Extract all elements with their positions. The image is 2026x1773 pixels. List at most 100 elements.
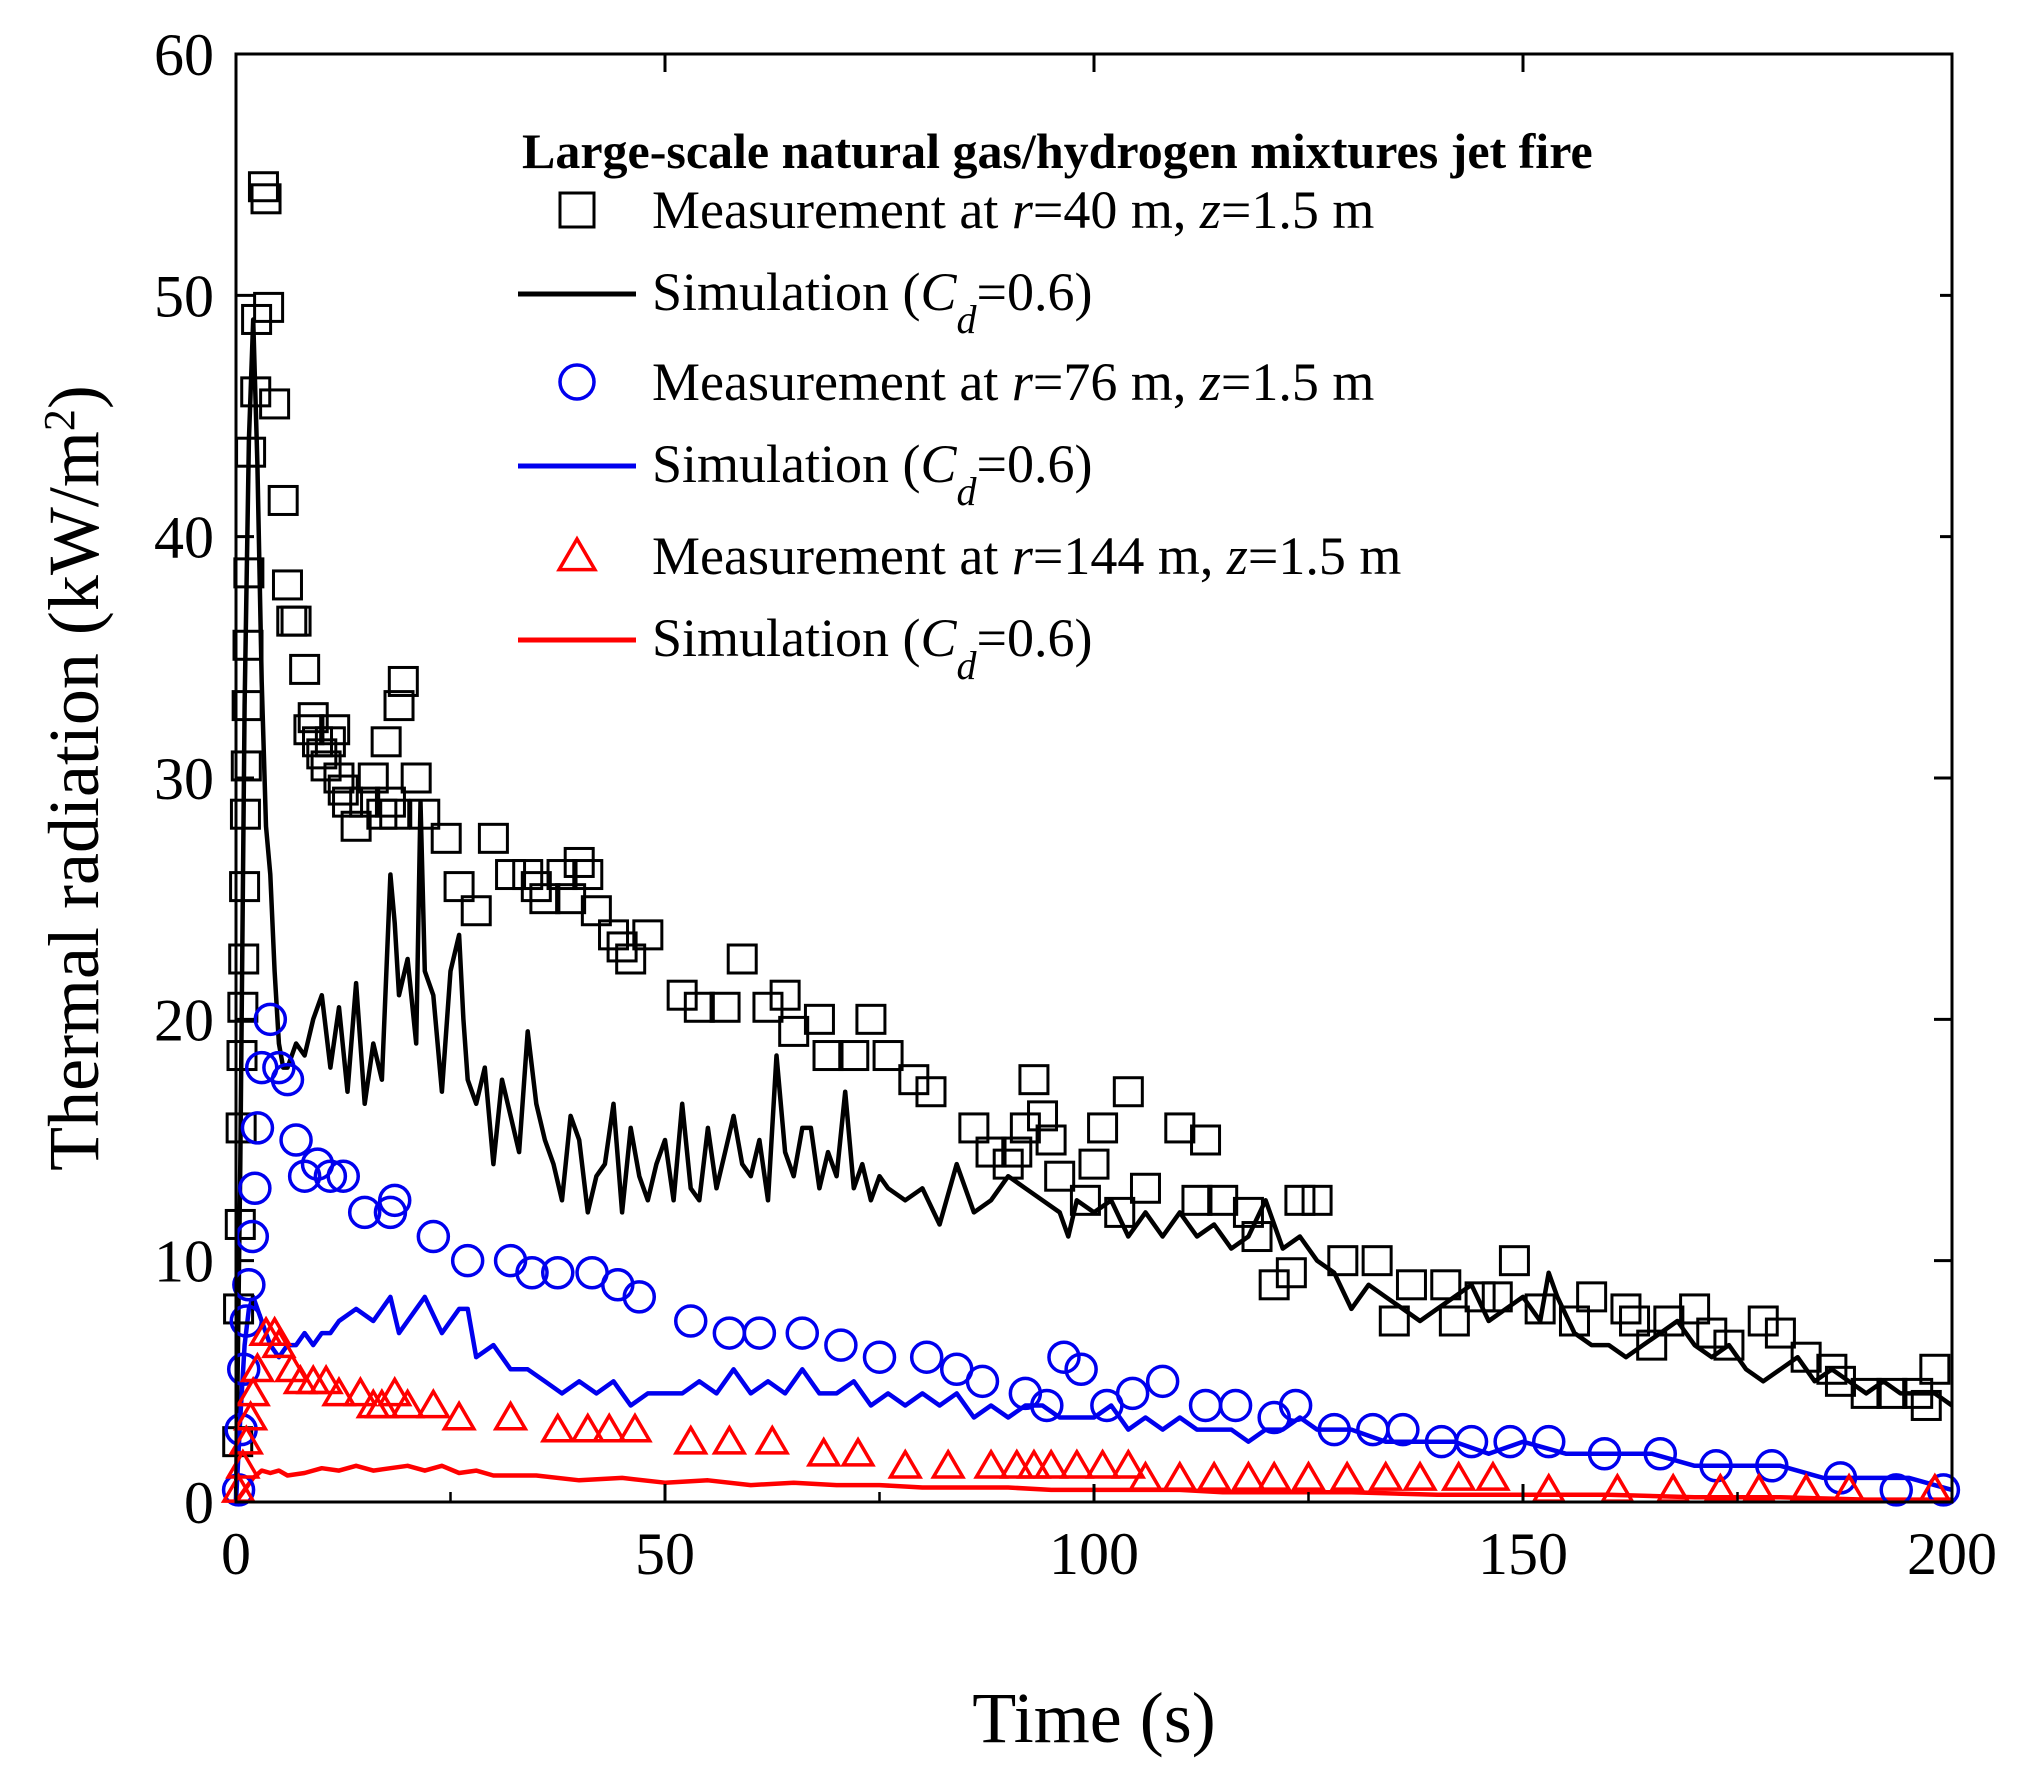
- legend-label-italic: C: [921, 434, 958, 494]
- series-2-point: [279, 1123, 313, 1157]
- series-0-point: [1790, 1341, 1822, 1373]
- series-2-point: [1643, 1436, 1678, 1471]
- series-0-point: [460, 895, 492, 927]
- series-0-point: [803, 1003, 835, 1035]
- series-4-point: [1530, 1472, 1567, 1503]
- series-4-point: [239, 1351, 276, 1383]
- series-0-point: [1164, 1112, 1196, 1144]
- series-3: [233, 1294, 1953, 1503]
- series-4-point: [570, 1412, 606, 1443]
- series-4-point: [999, 1448, 1035, 1479]
- y-axis-title-superscript: 2: [35, 409, 84, 431]
- y-tick-label: 40: [154, 505, 214, 571]
- series-2-point: [416, 1219, 451, 1254]
- legend-triangle-marker: [556, 535, 598, 572]
- legend-label-text: Measurement at: [652, 352, 1012, 412]
- series-2-point: [226, 1352, 261, 1387]
- series-0-point: [666, 979, 698, 1011]
- series-0-point: [259, 388, 291, 420]
- series-4: [220, 1315, 1953, 1503]
- series-0-point: [409, 798, 441, 830]
- series-0-point: [606, 931, 638, 963]
- legend-label: Simulation (Cd=0.6): [652, 434, 1092, 514]
- series-2-point: [1030, 1388, 1064, 1423]
- series-2-point: [1115, 1376, 1150, 1411]
- series-4-point: [1084, 1448, 1121, 1479]
- legend-label-italic: r: [1012, 180, 1034, 240]
- series-4-point: [492, 1400, 529, 1431]
- series-4-point: [321, 1375, 357, 1407]
- series-5-line: [234, 1463, 1952, 1504]
- series-4-point: [617, 1412, 653, 1443]
- series-2-point: [232, 1268, 266, 1302]
- series-4-point: [754, 1424, 790, 1455]
- series-2-point: [1064, 1352, 1098, 1387]
- series-0-point: [1044, 1160, 1076, 1192]
- series-0-point: [349, 786, 381, 818]
- series-0-point: [227, 991, 259, 1023]
- series-0-point: [240, 376, 272, 408]
- series-0-point: [1378, 1305, 1410, 1337]
- series-0-point: [430, 822, 462, 854]
- x-tick-label: 50: [635, 1521, 695, 1587]
- series-4-point: [672, 1424, 709, 1455]
- series-0-point: [1395, 1269, 1427, 1301]
- series-0-point: [1069, 1184, 1101, 1216]
- series-0-point: [327, 774, 359, 806]
- series-2-point: [1531, 1424, 1566, 1459]
- legend-label-text: =1.5 m: [1221, 352, 1374, 412]
- series-2-point: [377, 1183, 412, 1218]
- series-0-point: [370, 726, 402, 758]
- series-0-point: [1207, 1184, 1239, 1216]
- series-0-point: [1481, 1281, 1513, 1313]
- legend-label-italic: C: [921, 262, 958, 322]
- y-tick-label: 30: [154, 746, 214, 812]
- series-4-point: [228, 1424, 265, 1455]
- series-0-point: [1713, 1329, 1745, 1361]
- series-0-point: [387, 665, 419, 697]
- series-0-point: [1009, 1112, 1041, 1144]
- series-2-point: [450, 1243, 485, 1278]
- series-4-point: [973, 1448, 1009, 1479]
- legend-label-italic: r: [1012, 526, 1034, 586]
- series-0-point: [1018, 1064, 1050, 1096]
- series-0-point: [1104, 1196, 1136, 1228]
- series-4-point: [376, 1375, 413, 1407]
- series-0-point: [224, 1208, 256, 1240]
- series-0-point: [319, 714, 351, 746]
- series-0-point: [232, 629, 264, 661]
- series-2-point: [622, 1280, 657, 1314]
- y-axis-title-close: ): [34, 385, 114, 409]
- series-0-point: [1078, 1148, 1110, 1180]
- series-0-point: [314, 726, 346, 758]
- series-4-point: [930, 1448, 966, 1479]
- series-2-point: [313, 1159, 348, 1193]
- series-4-point: [840, 1436, 876, 1467]
- series-4-point: [1110, 1448, 1147, 1479]
- y-axis-title: Thermal radiation (kW/m2): [34, 385, 114, 1171]
- series-0-point: [225, 1112, 257, 1144]
- series-0-point: [1679, 1293, 1711, 1325]
- legend-label-text: =0.6): [977, 434, 1093, 494]
- series-0-point: [1258, 1269, 1290, 1301]
- series-4-point: [389, 1387, 426, 1419]
- series-0-point: [1619, 1305, 1651, 1337]
- series-0-point: [247, 171, 279, 203]
- series-0-point: [1850, 1377, 1882, 1409]
- series-2-point: [965, 1364, 1000, 1399]
- series-0-point: [529, 883, 561, 915]
- series-0-point: [280, 605, 312, 637]
- series-0-point: [1902, 1377, 1934, 1409]
- series-0-point: [632, 919, 664, 951]
- series-0-point: [1112, 1076, 1144, 1108]
- series-0-point: [778, 1015, 810, 1047]
- y-tick-label: 10: [154, 1229, 214, 1295]
- series-0-point: [838, 1040, 870, 1072]
- legend-label-text: =0.6): [977, 608, 1093, 668]
- series-1: [233, 317, 1954, 1503]
- series-4-point: [711, 1424, 748, 1455]
- series-4-point: [1033, 1448, 1069, 1479]
- legend-entry-4: Measurement at r=144 m, z=1.5 m: [556, 526, 1401, 586]
- series-0-point: [357, 762, 389, 794]
